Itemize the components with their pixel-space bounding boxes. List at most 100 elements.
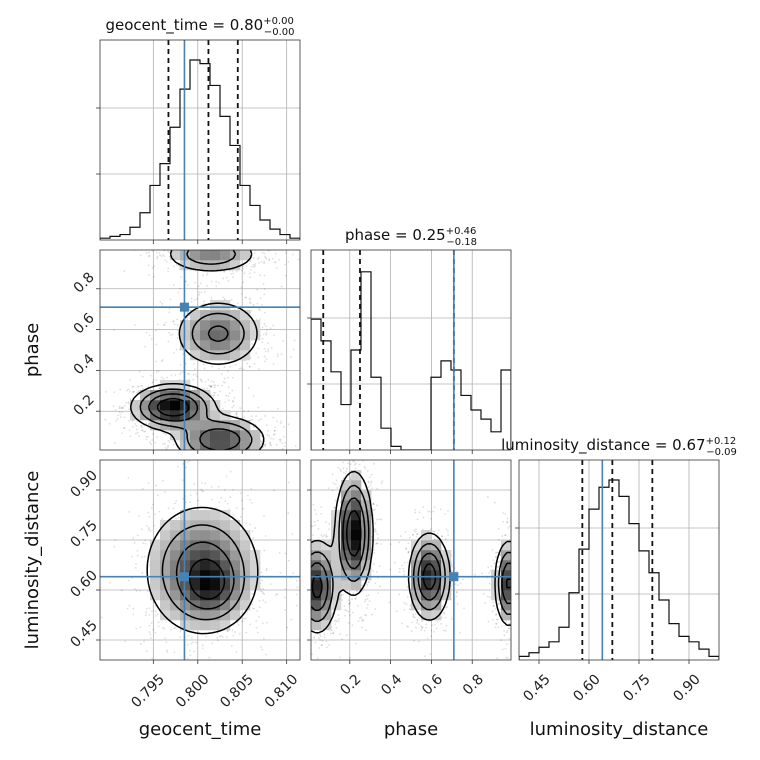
sample-point <box>210 380 213 383</box>
density-cell <box>190 580 201 591</box>
sample-point <box>145 435 148 438</box>
sample-point <box>263 549 266 552</box>
sample-point <box>204 291 206 293</box>
sample-point <box>229 470 232 473</box>
sample-point <box>278 438 281 441</box>
sample-point <box>136 549 139 552</box>
sample-point <box>344 609 347 612</box>
sample-point <box>222 407 224 410</box>
sample-point <box>267 348 270 351</box>
density-cell <box>200 310 211 321</box>
sample-point <box>151 381 154 384</box>
density-cell <box>200 610 211 621</box>
sample-point <box>155 371 158 373</box>
sample-point <box>264 350 267 353</box>
sample-point <box>248 386 250 389</box>
sample-point <box>189 501 191 504</box>
sample-point <box>235 411 238 414</box>
sample-point <box>368 476 371 478</box>
sample-point <box>225 394 228 397</box>
sample-point <box>223 489 226 491</box>
density-cell <box>230 330 241 341</box>
sample-point <box>204 482 207 485</box>
sample-point <box>264 535 267 537</box>
density-cell <box>210 510 221 521</box>
sample-point <box>257 308 260 311</box>
sample-point <box>155 251 158 254</box>
sample-point <box>258 606 261 609</box>
sample-point <box>203 388 206 391</box>
density-cell <box>190 430 201 441</box>
density-cell <box>240 600 251 611</box>
density-cell <box>220 300 231 311</box>
sample-point <box>265 332 268 334</box>
sample-point <box>166 250 169 252</box>
sample-point <box>319 635 322 638</box>
sample-point <box>279 571 282 574</box>
sample-point <box>374 608 377 611</box>
sample-point <box>148 607 151 610</box>
density-cell <box>200 620 211 631</box>
sample-point <box>142 542 144 544</box>
sample-point <box>276 593 279 596</box>
sample-point <box>164 447 167 449</box>
sample-point <box>339 468 342 471</box>
sample-point <box>200 380 203 383</box>
sample-point <box>293 339 296 342</box>
density-cell <box>170 530 181 541</box>
sample-point <box>234 631 236 633</box>
sample-point <box>202 490 205 493</box>
sample-point <box>250 265 253 268</box>
density-cell <box>210 310 221 321</box>
density-cell <box>210 600 221 611</box>
sample-point <box>269 443 272 446</box>
sample-point <box>159 300 162 303</box>
sample-point <box>287 260 290 263</box>
sample-point <box>139 643 142 645</box>
density-cell <box>230 590 241 601</box>
density-cell <box>210 260 221 271</box>
sample-point <box>283 596 286 599</box>
sample-point <box>358 617 361 620</box>
sample-point <box>262 637 265 640</box>
sample-point <box>148 254 151 257</box>
sample-point <box>253 271 256 274</box>
density-cell <box>210 330 221 341</box>
sample-point <box>144 430 147 432</box>
hist-title-phase: phase = 0.25+0.46 −0.18 <box>345 226 477 248</box>
density-cell <box>160 610 171 621</box>
sample-point <box>172 320 175 322</box>
sample-point <box>172 507 175 510</box>
axes-frame <box>518 459 720 661</box>
sample-point <box>217 485 220 488</box>
sample-point <box>321 640 324 642</box>
sample-point <box>139 589 141 592</box>
sample-point <box>206 387 208 390</box>
sample-point <box>152 381 154 384</box>
density-cell <box>210 440 221 450</box>
density-cell <box>210 300 221 311</box>
sample-point <box>267 250 270 252</box>
density-cell <box>160 540 171 551</box>
sample-point <box>287 512 290 515</box>
sample-point <box>232 400 235 403</box>
sample-point <box>198 291 201 294</box>
sample-point <box>146 590 149 593</box>
sample-point <box>164 637 167 640</box>
sample-point <box>211 365 214 368</box>
sample-point <box>351 624 354 627</box>
density-cell <box>230 530 241 541</box>
density-cell <box>230 550 241 561</box>
sample-point <box>339 470 342 473</box>
sample-point <box>249 499 252 501</box>
density-cell <box>230 310 241 321</box>
sample-point <box>129 398 132 400</box>
sample-point <box>205 273 208 276</box>
panel-content <box>100 460 300 660</box>
sample-point <box>284 263 286 266</box>
sample-point <box>362 618 365 621</box>
sample-point <box>177 291 180 294</box>
contour-level <box>161 524 246 621</box>
sample-point <box>259 274 262 277</box>
sample-point <box>118 411 121 414</box>
